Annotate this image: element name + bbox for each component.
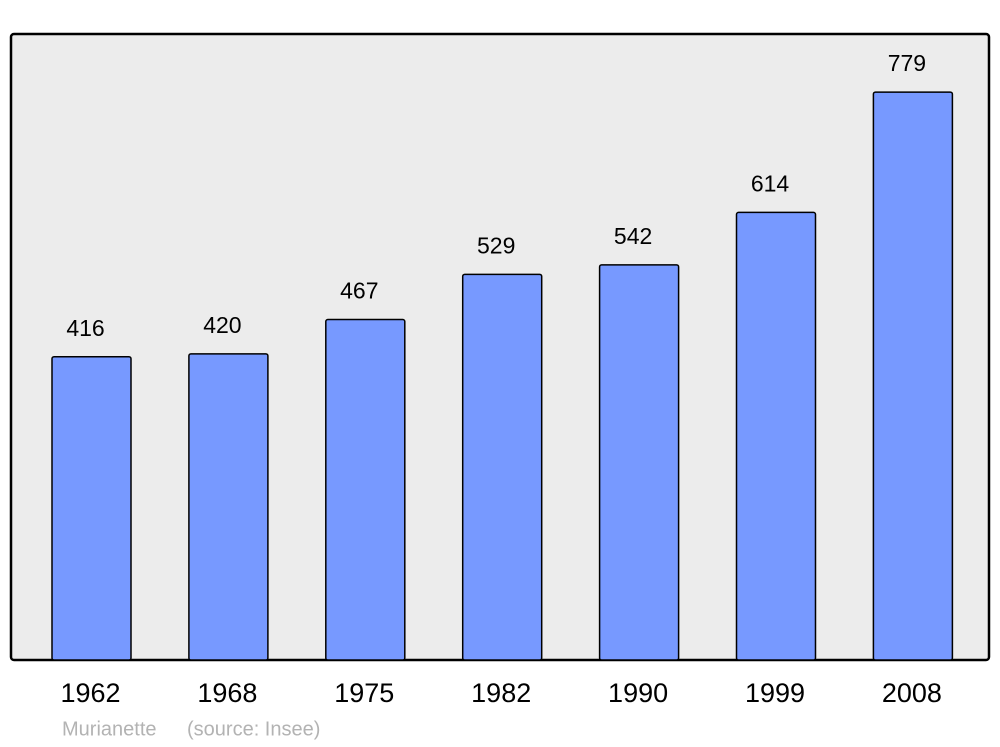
x-tick-label: 1975 xyxy=(334,678,394,708)
bar xyxy=(51,355,132,661)
value-label: 529 xyxy=(477,232,515,258)
value-label: 542 xyxy=(614,223,652,249)
x-tick-label: 1968 xyxy=(197,678,257,708)
x-tick-label: 1990 xyxy=(608,678,668,708)
commune-name: Murianette xyxy=(62,718,157,740)
bar xyxy=(872,91,954,661)
value-label: 420 xyxy=(203,312,241,338)
value-label: 416 xyxy=(66,315,104,341)
x-tick-label: 1999 xyxy=(745,678,805,708)
source-note: (source: Insee) xyxy=(187,718,320,740)
x-tick-label: 2008 xyxy=(882,678,942,708)
bar xyxy=(735,211,817,661)
bar xyxy=(188,353,269,661)
x-tick-label: 1962 xyxy=(60,678,120,708)
bar xyxy=(325,318,406,661)
bar xyxy=(461,273,543,661)
value-label: 779 xyxy=(888,50,926,76)
bar xyxy=(598,264,680,661)
value-label: 614 xyxy=(751,170,790,196)
x-tick-label: 1982 xyxy=(471,678,531,708)
value-label: 467 xyxy=(340,278,378,304)
